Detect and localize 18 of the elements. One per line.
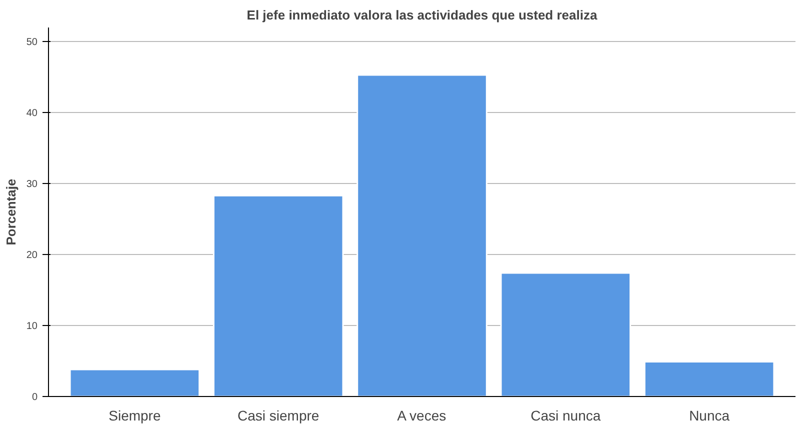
- y-tick-label: 0: [32, 392, 38, 403]
- y-tick-label: 20: [26, 250, 38, 262]
- y-tick-label: 10: [26, 321, 38, 332]
- y-tick-label: 40: [26, 108, 38, 120]
- bar: [500, 272, 632, 396]
- x-tick-label: Casi siempre: [238, 408, 320, 424]
- x-tick-label: Siempre: [108, 408, 161, 424]
- x-tick-label: Casi nunca: [530, 408, 601, 424]
- y-axis-title: Porcentaje: [3, 178, 18, 246]
- bar: [644, 360, 775, 396]
- bar: [212, 194, 344, 396]
- bar: [69, 368, 200, 396]
- x-tick-label: A veces: [397, 408, 446, 424]
- y-tick-label: 50: [26, 37, 38, 48]
- y-tick-label: 30: [26, 179, 38, 190]
- x-tick-label: Nunca: [689, 408, 730, 424]
- bar: [356, 74, 488, 396]
- chart-title: El jefe inmediato valora las actividades que usted realiza: [246, 8, 598, 22]
